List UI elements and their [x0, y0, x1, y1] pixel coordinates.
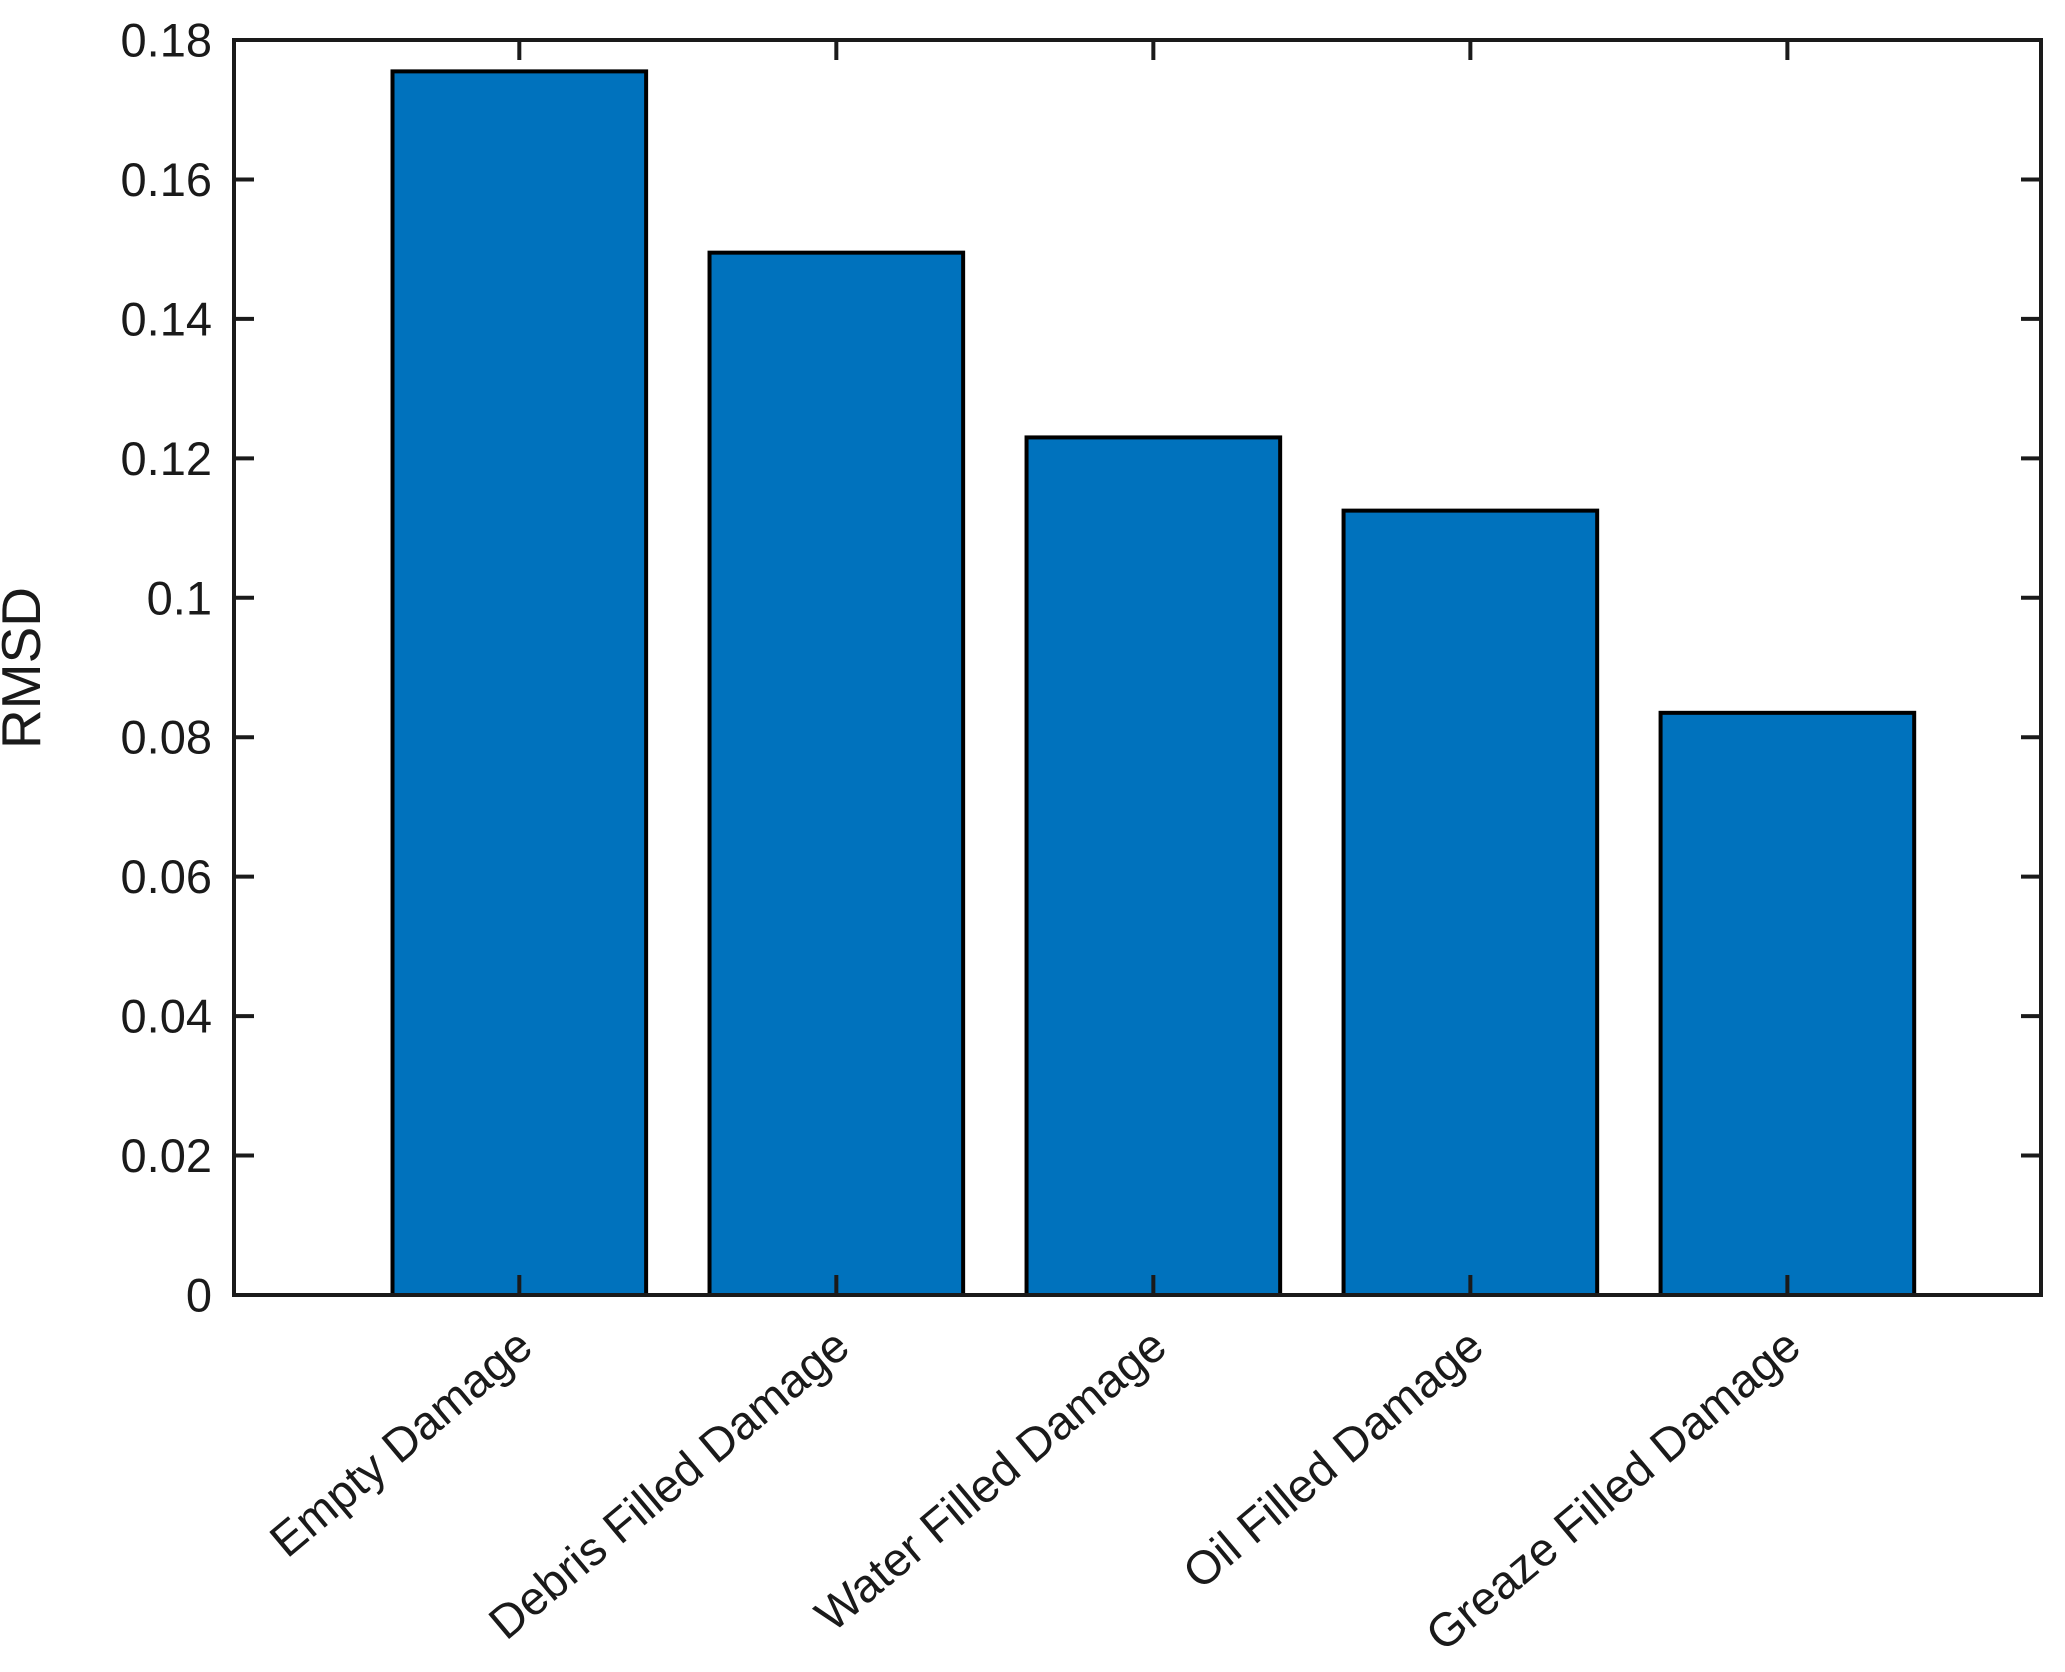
bar-4	[1341, 508, 1600, 1297]
axes-box	[232, 38, 2043, 1297]
bar-3	[1024, 435, 1283, 1297]
x-tick-label: Water Filled Damage	[805, 1318, 1176, 1641]
y-tick-label: 0.18	[121, 14, 212, 67]
bar-1	[390, 69, 649, 1297]
bars-group	[390, 69, 1917, 1297]
y-tick-label: 0.12	[121, 432, 212, 485]
y-tick-label: 0.14	[121, 292, 212, 345]
y-tick-label: 0.06	[121, 850, 212, 903]
y-tick-label: 0.02	[121, 1129, 212, 1182]
x-tick-label: Debris Filled Damage	[479, 1318, 859, 1649]
y-tick-label: 0.08	[121, 711, 212, 764]
axes-group	[232, 38, 2043, 1297]
y-tick-label: 0.04	[121, 990, 212, 1043]
x-tick-label: Empty Damage	[260, 1318, 542, 1567]
x-tick-label: Oil Filled Damage	[1173, 1318, 1493, 1599]
y-tick-label: 0	[186, 1269, 212, 1322]
bar-5	[1658, 710, 1917, 1297]
y-tick-label: 0.16	[121, 153, 212, 206]
y-axis-label: RMSD	[0, 587, 52, 749]
y-tick-label: 0.1	[147, 571, 212, 624]
y-tick-labels-group: 0 0.02 0.04 0.06 0.08 0.1 0.12 0.14 0.16 0.18	[121, 14, 212, 1322]
bar-2	[707, 250, 966, 1297]
